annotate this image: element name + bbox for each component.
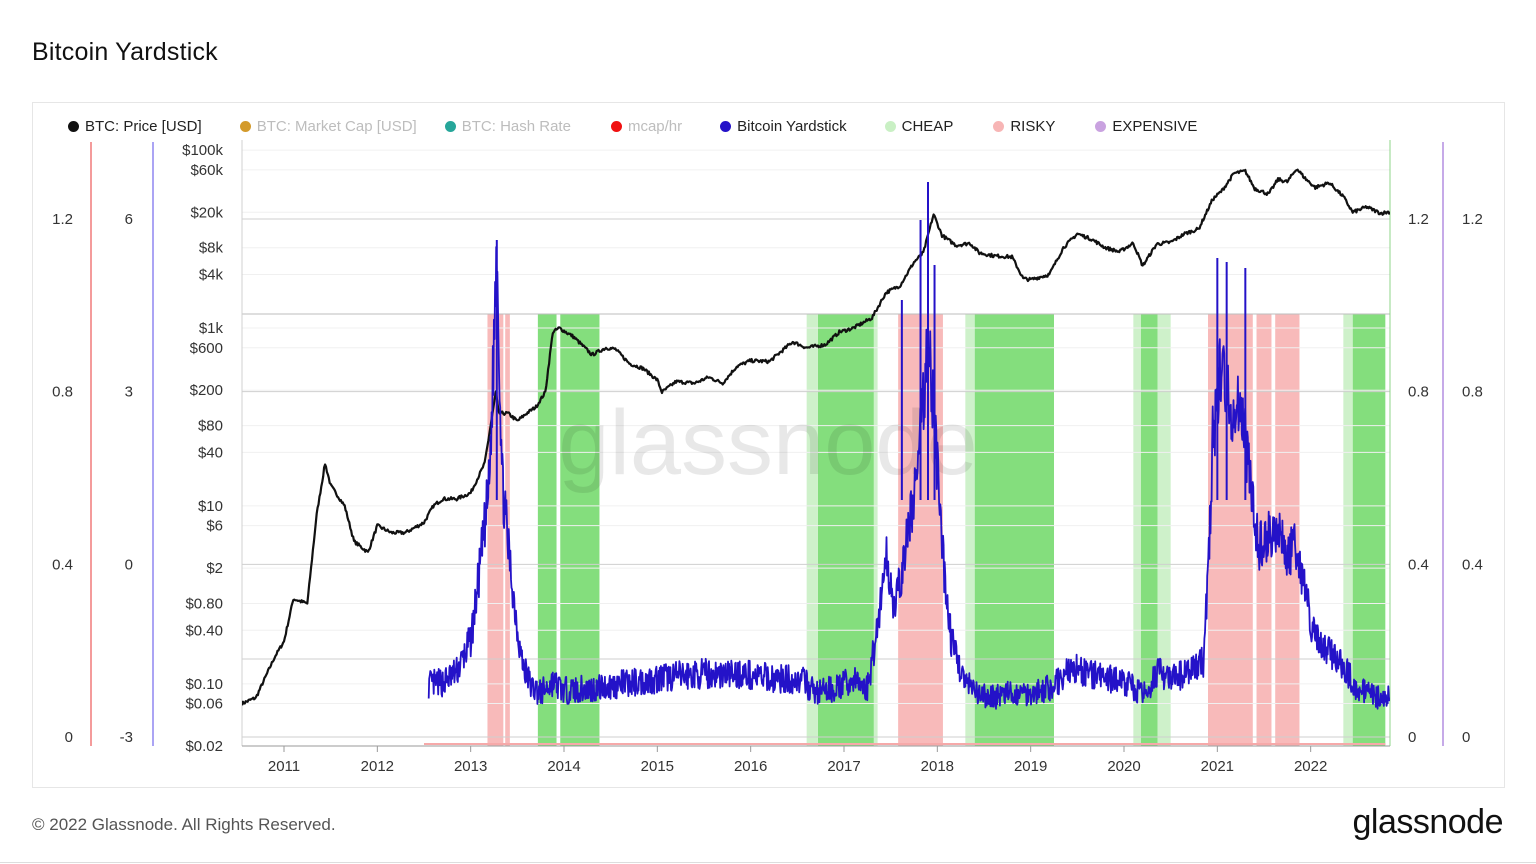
legend-swatch (610, 120, 622, 132)
legend-label: CHEAP (901, 117, 954, 135)
legend-item-btc-price-usd[interactable]: BTC: Price [USD] (68, 118, 202, 135)
legend-item-bitcoin-yardstick[interactable]: Bitcoin Yardstick (720, 118, 847, 135)
page-title: Bitcoin Yardstick (32, 38, 218, 66)
legend-item-mcap-hr[interactable]: mcap/hr (610, 117, 683, 135)
bottom-divider (0, 862, 1536, 863)
legend-swatch (444, 120, 456, 132)
footer-copyright: © 2022 Glassnode. All Rights Reserved. (32, 815, 336, 834)
legend-item-risky[interactable]: RISKY (993, 118, 1055, 135)
legend-swatch (1095, 120, 1107, 132)
legend-swatch (993, 120, 1005, 132)
chart-legend: BTC: Price [USD] BTC: Market Cap [USD] BTC… (68, 116, 1197, 136)
legend-swatch (884, 120, 896, 132)
legend-item-cheap[interactable]: CHEAP (884, 117, 954, 135)
legend-swatch (68, 120, 79, 132)
legend-item-expensive[interactable]: EXPENSIVE (1095, 118, 1197, 135)
legend-label: mcap/hr (627, 117, 683, 135)
legend-item-btc-market-cap-usd[interactable]: BTC: Market Cap [USD] (239, 117, 417, 135)
legend-label: BTC: Hash Rate (461, 117, 571, 135)
legend-label: RISKY (1010, 117, 1056, 135)
legend-label: BTC: Market Cap [USD] (256, 117, 417, 135)
legend-label: BTC: Price [USD] (85, 117, 202, 135)
legend-item-btc-hash-rate[interactable]: BTC: Hash Rate (444, 117, 571, 135)
chart-card (32, 102, 1505, 788)
legend-swatch (720, 120, 732, 132)
legend-swatch (239, 120, 251, 132)
glassnode-logo: glassnode (1352, 803, 1503, 841)
legend-label: Bitcoin Yardstick (737, 117, 847, 135)
legend-label: EXPENSIVE (1112, 117, 1198, 135)
